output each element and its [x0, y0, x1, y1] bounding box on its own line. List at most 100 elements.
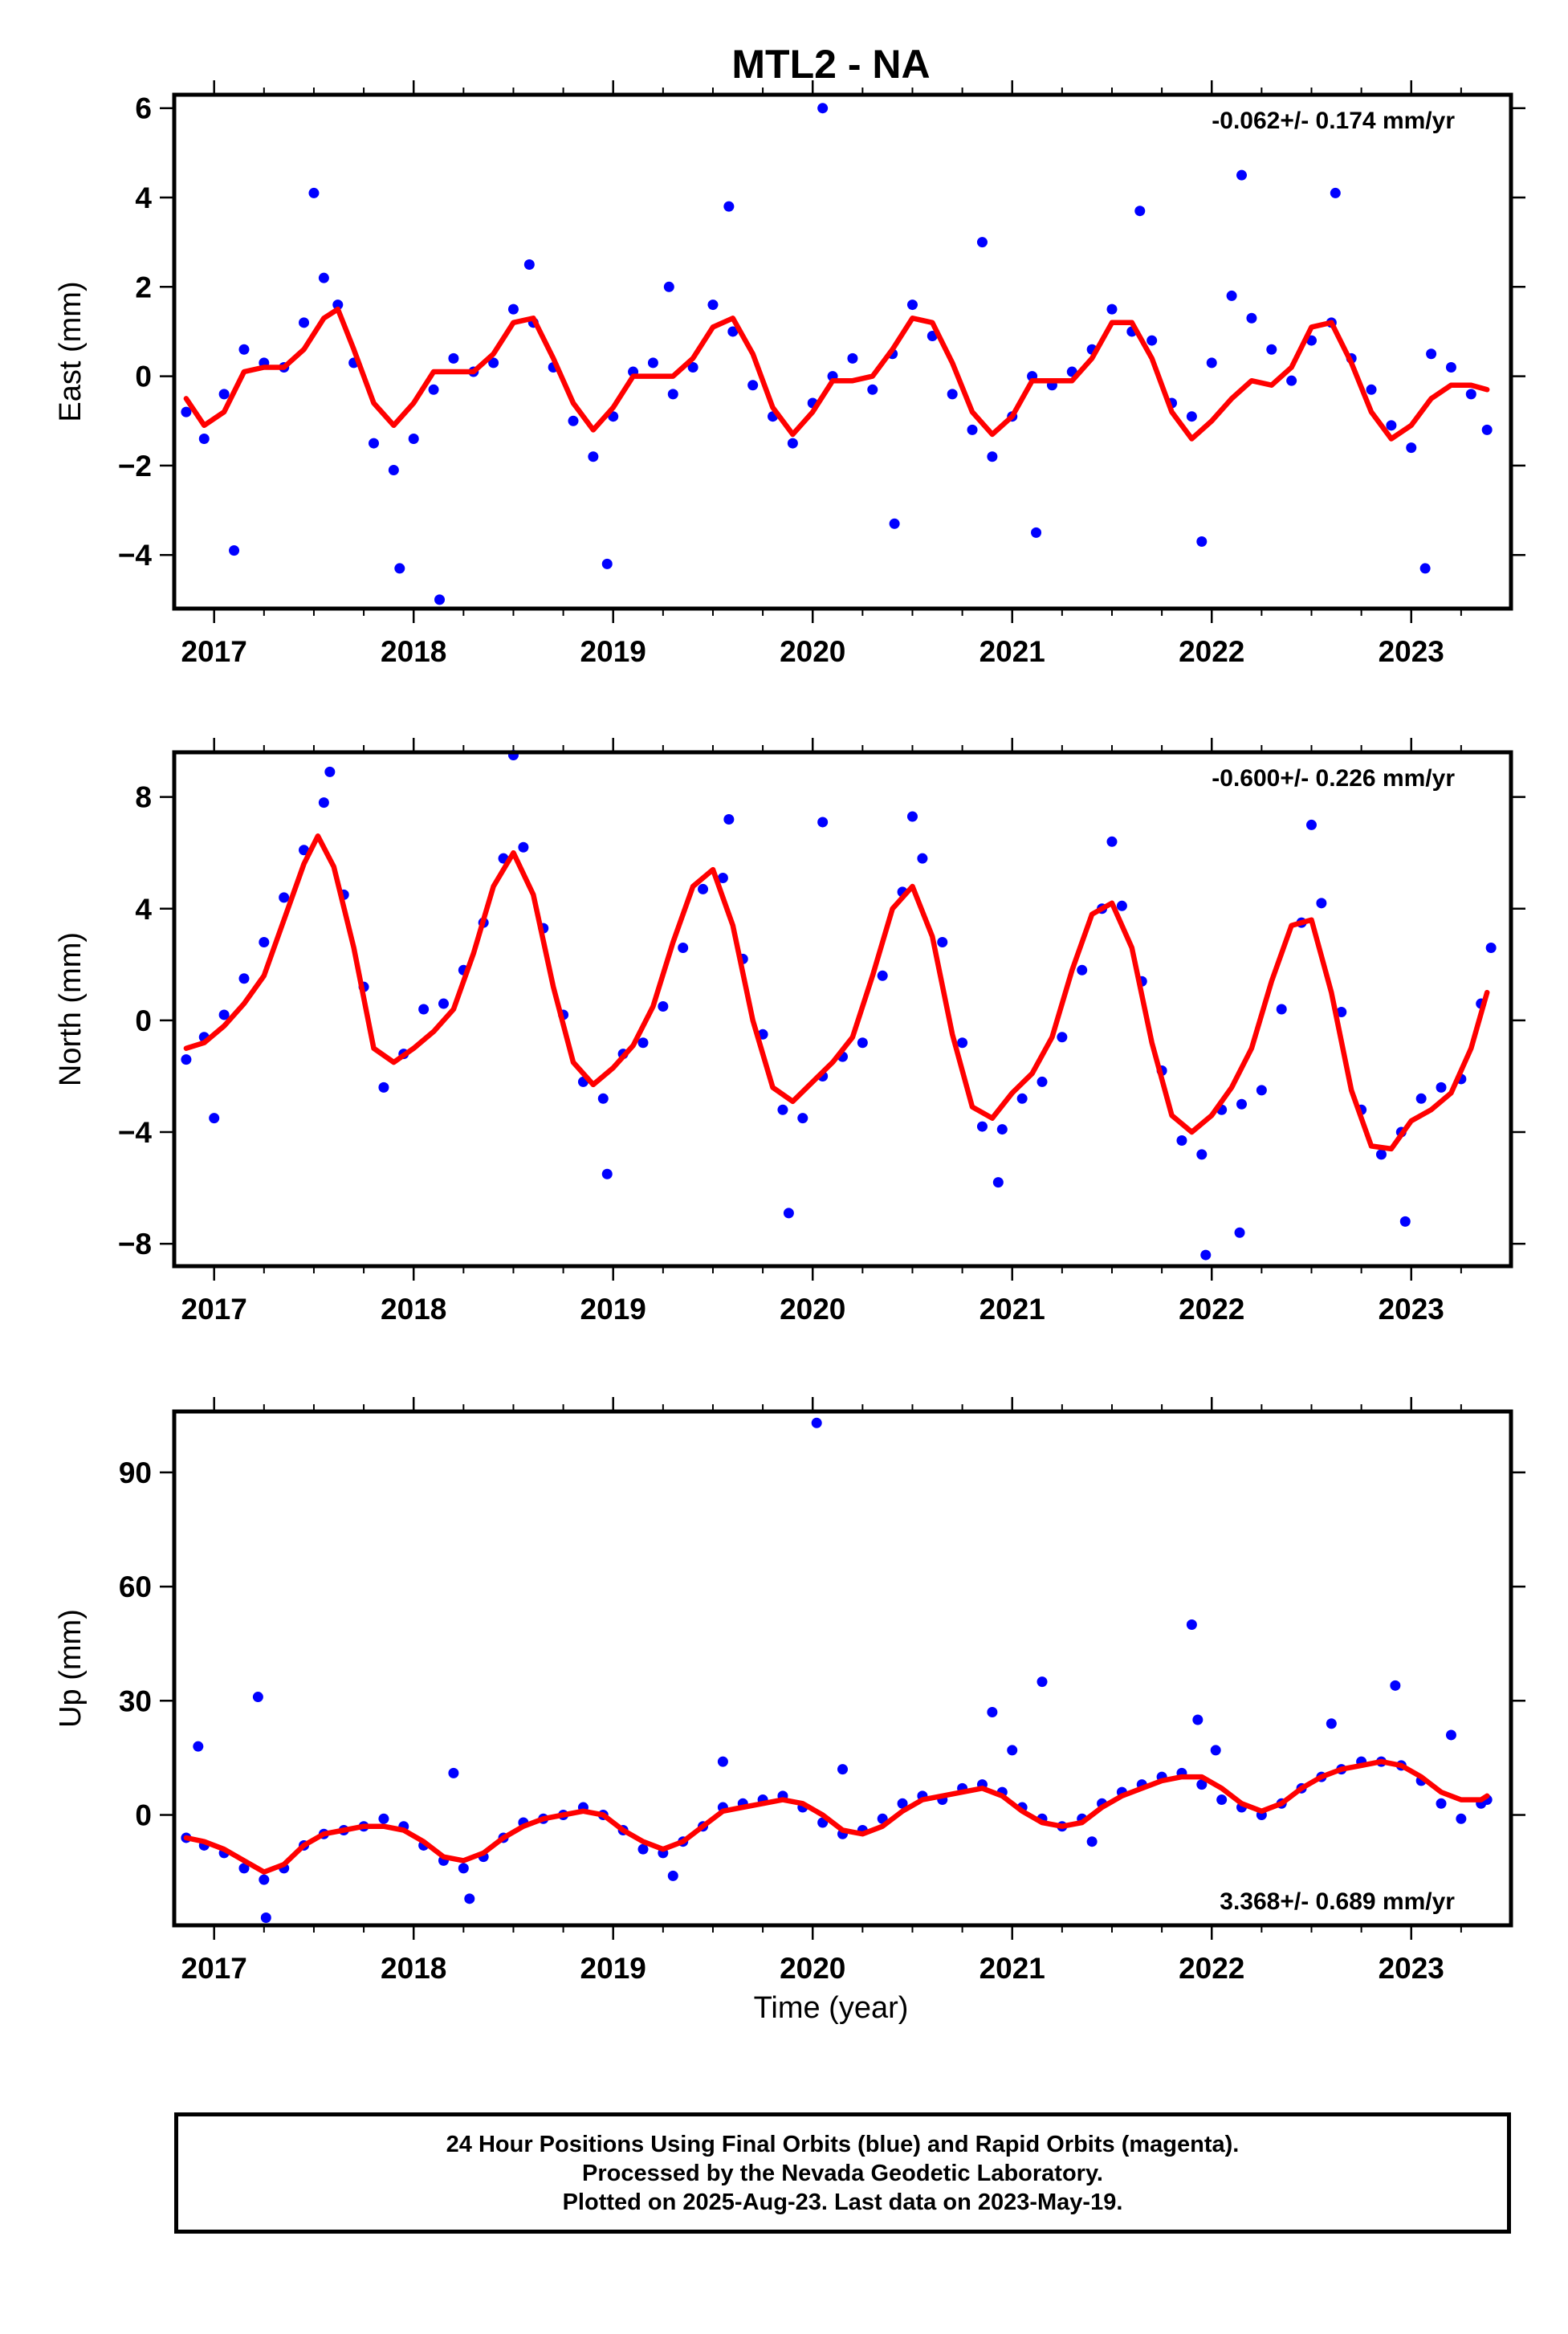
up-y-tick-label: 90 — [119, 1456, 152, 1489]
north-data-point — [957, 1037, 968, 1049]
east-data-point — [218, 389, 230, 400]
north-panel: 2017 2018 2019 2020 2021 2022 2023 −8 −4 0 4 8 North… — [54, 738, 1525, 1326]
up-plot-frame — [172, 1409, 1513, 1928]
east-x-tick-label: 2019 — [580, 635, 646, 668]
east-data-point — [1236, 169, 1248, 181]
north-data-point — [181, 1054, 192, 1065]
north-y-tick-label: 8 — [135, 781, 152, 814]
up-data-point — [1456, 1813, 1467, 1824]
north-data-point — [857, 1037, 868, 1049]
east-data-point — [723, 201, 735, 212]
north-rate-label: -0.600+/- 0.226 mm/yr — [1212, 765, 1455, 792]
east-plot-frame — [172, 92, 1513, 611]
east-data-point — [1481, 424, 1493, 435]
east-y-tick-label: 2 — [135, 271, 152, 303]
north-data-point — [1077, 964, 1088, 976]
up-data-point — [448, 1767, 459, 1778]
up-data-point — [259, 1874, 270, 1885]
east-data-point — [906, 299, 918, 311]
north-data-point — [698, 883, 709, 894]
east-data-point — [976, 237, 988, 248]
up-panel: 2017 2018 2019 2020 2021 2022 2023 0 30 60 90 Up (m… — [54, 1397, 1525, 1985]
east-data-point — [1286, 375, 1297, 386]
north-data-point — [1116, 900, 1127, 911]
north-data-point — [992, 1177, 1004, 1188]
north-data-point — [324, 766, 336, 777]
footer-line-dates: Plotted on 2025-Aug-23. Last data on 202… — [562, 2189, 1123, 2215]
up-data-point — [717, 1756, 728, 1767]
up-data-point — [464, 1893, 475, 1904]
east-data-point — [1134, 206, 1146, 217]
footer-line-orbits: 24 Hour Positions Using Final Orbits (bl… — [446, 2131, 1240, 2157]
east-y-tick-label: 6 — [135, 92, 152, 125]
north-data-point — [817, 817, 829, 828]
north-data-point — [1057, 1032, 1068, 1043]
up-data-point — [1007, 1745, 1018, 1756]
up-data-point — [1037, 1676, 1048, 1688]
east-data-point — [663, 281, 674, 292]
east-data-point — [181, 406, 192, 418]
up-data-point — [637, 1843, 649, 1855]
east-panel: 2017 2018 2019 2020 2021 2022 2023 −4 −2 0 2 4 6 East… — [54, 80, 1525, 668]
north-data-point — [1415, 1093, 1427, 1104]
east-data-point — [1266, 344, 1277, 355]
east-data-point — [388, 464, 399, 475]
north-y-tick-label: −4 — [118, 1116, 153, 1149]
north-data-point — [877, 970, 888, 981]
up-data-point — [1086, 1836, 1098, 1847]
east-data-point — [394, 563, 405, 574]
east-data-point — [588, 451, 599, 462]
east-x-tick-label: 2023 — [1379, 635, 1444, 668]
east-data-point — [647, 357, 658, 369]
east-data-point — [601, 558, 613, 569]
north-data-point — [1236, 1098, 1248, 1110]
up-data-point — [897, 1798, 908, 1809]
north-y-tick-label: 0 — [135, 1004, 152, 1037]
north-x-tick-label: 2018 — [381, 1293, 446, 1326]
north-data-point — [1485, 942, 1497, 953]
east-data-point — [687, 361, 698, 373]
north-data-point — [1276, 1004, 1287, 1015]
north-data-point — [1436, 1081, 1447, 1093]
north-data-point — [678, 942, 689, 953]
north-data-point — [1316, 898, 1327, 909]
east-data-point — [1330, 187, 1341, 198]
up-x-tick-label: 2019 — [580, 1952, 646, 1985]
east-x-tick-label: 2017 — [181, 635, 247, 668]
north-data-point — [1106, 836, 1118, 847]
north-data-point — [597, 1093, 609, 1104]
east-data-point — [667, 389, 678, 400]
up-x-tick-label: 2018 — [381, 1952, 446, 1985]
up-data-point — [1186, 1619, 1197, 1630]
up-data-point — [1216, 1794, 1228, 1806]
east-x-tick-label: 2018 — [381, 635, 446, 668]
north-data-point — [906, 811, 918, 822]
east-data-point — [947, 389, 958, 400]
up-data-point — [1196, 1779, 1208, 1790]
east-data-point — [847, 352, 858, 364]
east-data-point — [428, 384, 439, 395]
north-data-point — [1399, 1216, 1411, 1227]
north-data-point — [518, 841, 529, 853]
north-data-point — [1016, 1093, 1028, 1104]
east-data-point — [369, 438, 380, 449]
east-y-axis-label: East (mm) — [54, 281, 88, 422]
north-data-point — [378, 1081, 389, 1093]
north-x-tick-label: 2023 — [1379, 1293, 1444, 1326]
east-data-point — [967, 424, 978, 435]
north-data-point — [917, 853, 928, 864]
east-data-point — [1419, 563, 1431, 574]
up-x-tick-label: 2023 — [1379, 1952, 1444, 1985]
north-data-point — [209, 1113, 220, 1124]
east-data-point — [318, 272, 329, 283]
east-y-tick-label: −4 — [118, 539, 153, 572]
up-data-point — [378, 1813, 389, 1824]
north-data-point — [777, 1104, 788, 1115]
north-data-point — [279, 892, 290, 903]
east-data-point — [1226, 290, 1237, 301]
up-y-tick-label: 60 — [119, 1570, 152, 1603]
up-data-point — [987, 1707, 998, 1718]
north-plot-frame — [172, 750, 1513, 1269]
